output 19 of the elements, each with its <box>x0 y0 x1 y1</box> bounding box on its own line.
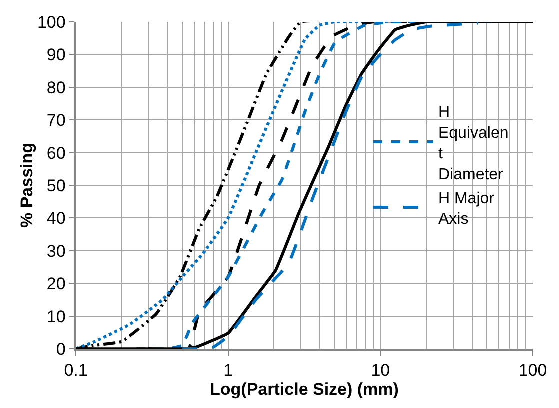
y-tick-label: 100 <box>37 12 66 32</box>
y-tick-label: 50 <box>46 176 66 196</box>
y-tick-label: 60 <box>46 144 66 163</box>
y-axis-title: % Passing <box>18 142 37 228</box>
y-tick-label: 10 <box>46 307 66 326</box>
y-tick-label: 90 <box>46 46 66 65</box>
y-tick-label: 20 <box>46 274 66 294</box>
x-axis-title: Log(Particle Size) (mm) <box>210 380 399 400</box>
y-tick-label: 70 <box>46 111 66 130</box>
y-tick-label: 40 <box>46 209 66 228</box>
y-tick-label: 0 <box>56 340 66 359</box>
x-tick-label: 100 <box>518 361 548 380</box>
x-tick-label: 0.1 <box>64 361 88 380</box>
y-tick-label: 80 <box>46 78 66 98</box>
x-tick-label: 10 <box>371 361 390 380</box>
y-tick-label: 30 <box>46 242 66 261</box>
legend-label: H Major Axis <box>438 190 496 228</box>
x-tick-label: 1 <box>224 361 234 380</box>
legend-label: H Equivalent Diameter <box>438 104 509 184</box>
